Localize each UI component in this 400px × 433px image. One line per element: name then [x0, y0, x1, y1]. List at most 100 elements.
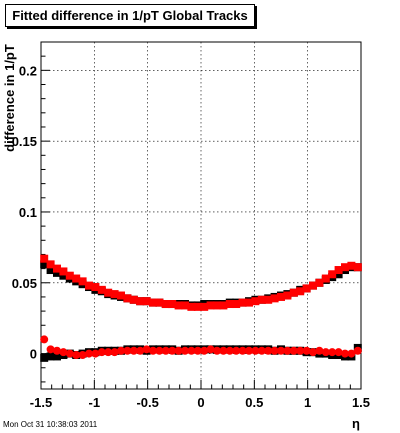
data-point: [85, 281, 93, 290]
data-point: [257, 346, 266, 355]
data-point: [353, 263, 362, 272]
data-point: [155, 346, 164, 355]
data-point: [117, 291, 125, 300]
data-point: [334, 266, 343, 275]
data-point: [53, 268, 61, 277]
data-point: [315, 278, 324, 287]
data-point: [347, 349, 356, 358]
chart-title: Fitted difference in 1/pT Global Tracks: [5, 4, 255, 27]
data-point: [168, 346, 177, 355]
data-point: [309, 348, 317, 357]
data-point: [315, 346, 324, 355]
data-point: [264, 295, 273, 304]
data-point: [245, 346, 253, 355]
data-point: [232, 346, 241, 355]
data-point: [110, 290, 119, 299]
data-point: [270, 346, 279, 355]
data-point: [46, 266, 55, 275]
data-point: [213, 301, 221, 310]
data-point: [161, 300, 170, 309]
data-point: [40, 353, 49, 362]
data-point: [161, 346, 170, 355]
data-point: [264, 346, 273, 355]
data-point: [97, 285, 106, 294]
data-point: [225, 346, 234, 355]
data-point: [341, 349, 349, 358]
x-tick-label: 0.5: [245, 395, 263, 410]
data-point: [181, 346, 189, 355]
data-point: [321, 274, 330, 283]
x-tick-label: -1.5: [30, 395, 52, 410]
data-point: [206, 345, 215, 354]
tick-labels: -1.5 -1 -0.5 0 0.5 1 1.5 0 0.05 0.1 0.15 0.2: [12, 63, 370, 410]
data-point: [46, 260, 55, 269]
x-tick-label: 0: [197, 395, 204, 410]
data-point: [136, 297, 145, 306]
data-point: [257, 295, 266, 304]
data-point: [78, 277, 87, 286]
data-point: [85, 349, 93, 358]
data-point: [46, 345, 55, 354]
data-point: [283, 291, 292, 300]
data-point: [53, 352, 61, 361]
data-point: [91, 349, 100, 358]
data-point: [174, 301, 183, 310]
data-point: [213, 346, 221, 355]
data-point: [72, 274, 81, 283]
data-point: [270, 294, 279, 303]
data-point: [104, 348, 113, 357]
x-tick-label: 1: [304, 395, 311, 410]
data-point: [289, 288, 298, 297]
data-point: [245, 298, 253, 307]
data-point: [129, 295, 138, 304]
data-point: [72, 351, 81, 360]
y-tick-label: 0.1: [19, 205, 37, 220]
data-point: [334, 270, 343, 279]
data-point: [251, 297, 260, 306]
data-point: [187, 302, 196, 311]
data-point: [168, 300, 177, 309]
x-tick-label: -0.5: [136, 395, 158, 410]
data-point: [117, 346, 125, 355]
data-point: [97, 348, 106, 357]
data-point: [321, 348, 330, 357]
data-point: [328, 270, 337, 279]
data-point: [277, 346, 285, 355]
data-point: [206, 301, 215, 310]
data-point: [353, 346, 362, 355]
data-point: [238, 298, 247, 307]
data-point: [65, 271, 74, 280]
data-point: [155, 298, 164, 307]
data-point: [59, 267, 68, 276]
data-point: [200, 302, 209, 311]
data-point: [123, 294, 132, 303]
data-point: [193, 346, 202, 355]
data-point: [302, 346, 311, 355]
y-tick-label: 0: [30, 347, 37, 362]
data-point: [65, 349, 74, 358]
y-tick-label: 0.2: [19, 63, 37, 78]
data-point: [136, 346, 145, 355]
data-point: [200, 346, 209, 355]
data-point: [174, 346, 183, 355]
data-point: [129, 346, 138, 355]
data-point: [193, 302, 202, 311]
data-point: [302, 284, 311, 293]
data-point: [283, 346, 292, 355]
data-point: [40, 254, 49, 263]
data-point: [289, 346, 298, 355]
data-point: [142, 297, 151, 306]
data-point: [187, 346, 196, 355]
data-point: [277, 292, 285, 301]
data-point: [142, 345, 151, 354]
data-point: [219, 301, 228, 310]
data-point: [110, 348, 119, 357]
data-point: [59, 271, 68, 280]
data-point: [334, 348, 343, 357]
x-tick-label: 1.5: [352, 395, 370, 410]
data-point: [232, 300, 241, 309]
data-point: [225, 300, 234, 309]
y-tick-label: 0.05: [12, 276, 37, 291]
data-point: [238, 346, 247, 355]
